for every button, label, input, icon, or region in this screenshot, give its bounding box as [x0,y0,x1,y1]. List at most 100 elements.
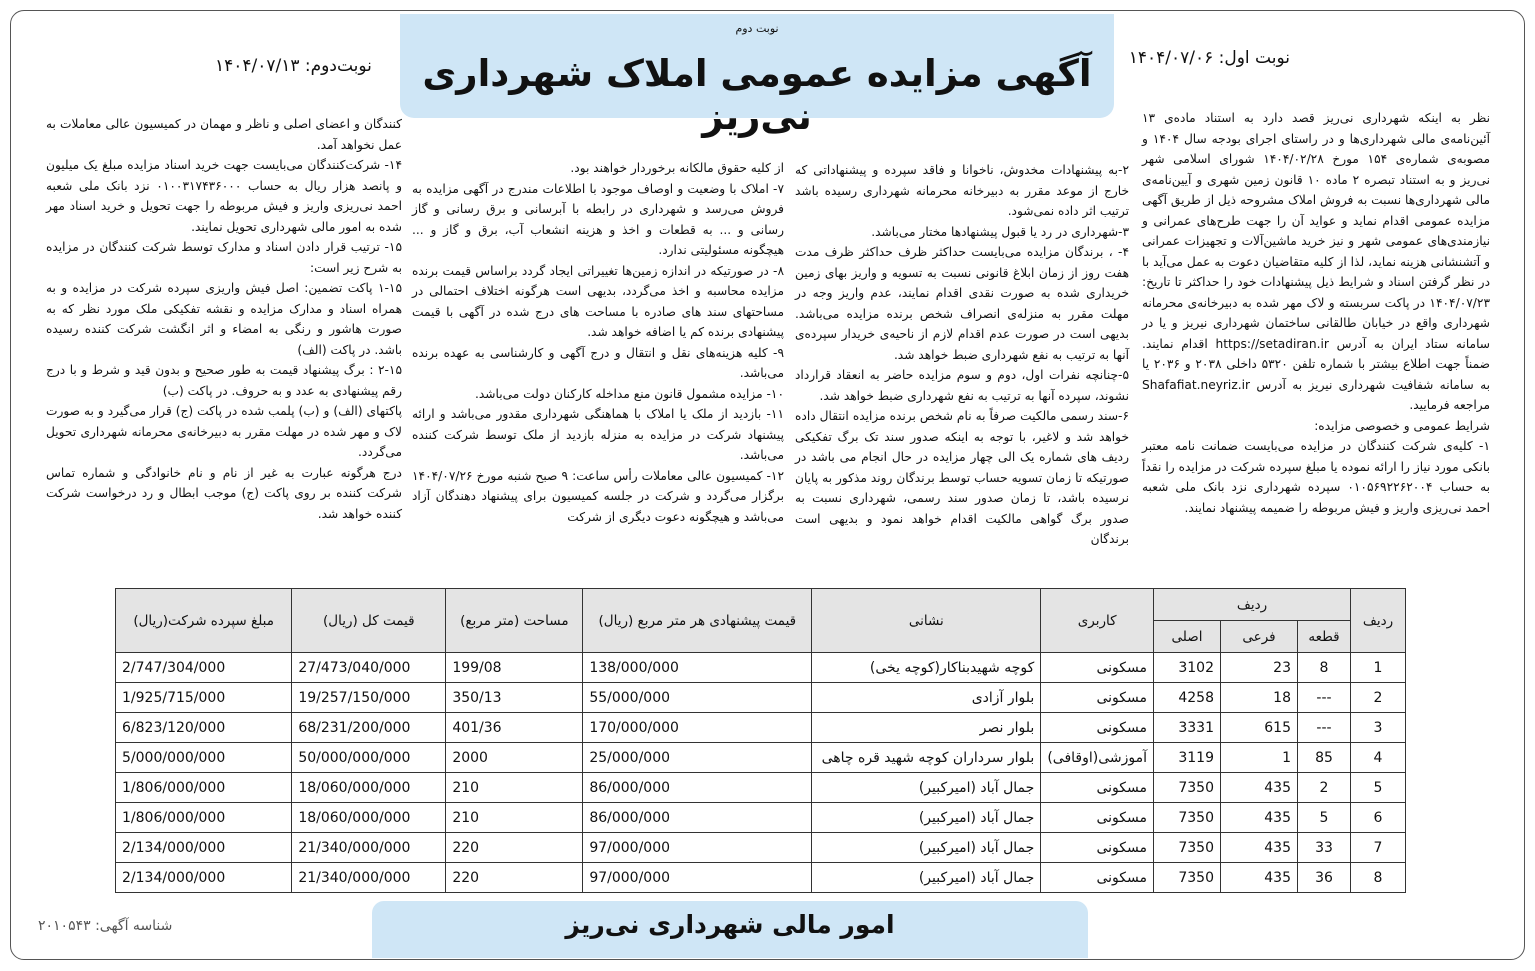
table-cell: مسکونی [1040,682,1154,713]
paragraph: ۹- کلیه هزینه‌های نقل و انتقال و درج آگه… [412,345,784,381]
table-cell: 170/000/000 [582,712,813,743]
header-cell: مبلغ سپرده شرکت(ریال) [114,588,293,653]
header-cell: فرعی [1220,620,1298,653]
header-cell: قطعه [1297,620,1351,653]
paragraph: ۱۴- شرکت‌کنندگان می‌بایست جهت خرید اسناد… [46,158,402,234]
header-cell: مساحت (متر مربع) [445,588,584,653]
table-cell: 21/340/000/000 [291,862,447,893]
table-cell: 7350 [1153,832,1221,863]
table-row: 3 --- 615 3331 مسکونی بلوار نصر 170/000/000 401… [114,712,1406,743]
table-row: 2 --- 18 4258 مسکونی بلوار آزادی 55/000/000 350… [114,682,1406,713]
table-row: 5 2 435 7350 مسکونی جمال آباد (امیرکبیر) 86/00… [114,772,1406,803]
paragraph: درج هرگونه عبارت به غیر از نام و نام خان… [46,465,402,521]
table-cell: 7350 [1153,802,1221,833]
table-cell: 4 [1350,742,1406,773]
table-cell: مسکونی [1040,772,1154,803]
table-cell: 2 [1350,682,1406,713]
paragraph: ۴- ، برندگان مزایده می‌بایست حداکثر ظرف … [795,245,1129,362]
table-cell: 7350 [1153,862,1221,893]
table-cell: --- [1297,682,1351,713]
table-cell: بلوار آزادی [811,682,1042,713]
table-cell: جمال آباد (امیرکبیر) [811,802,1042,833]
table-cell: 2 [1297,772,1351,803]
paragraph: ۲-به پیشنهادات مخدوش، ناخوانا و فاقد سپر… [795,163,1129,218]
table-cell: 18/060/000/000 [291,772,447,803]
table-cell: 220 [445,832,584,863]
table-cell: مسکونی [1040,712,1154,743]
table-cell: 68/231/200/000 [291,712,447,743]
table-cell: مسکونی [1040,862,1154,893]
header-cell: قیمت کل (ریال) [291,588,447,653]
table-cell: 401/36 [445,712,584,743]
footer-box [372,901,1088,958]
table-cell: 7350 [1153,772,1221,803]
table-cell: کوچه شهیدبناکار(کوچه یخی) [811,652,1042,683]
table-cell: 21/340/000/000 [291,832,447,863]
first-round: نوبت اول: ۱۴۰۴/۰۷/۰۶ [1128,48,1290,68]
table-cell: 5/000/000/000 [114,742,293,773]
table-cell: 85 [1297,742,1351,773]
paragraph: پاکتهای (الف) و (ب) پلمب شده در پاکت (ج)… [46,404,402,459]
table-cell: 36 [1297,862,1351,893]
table-cell: 8 [1297,652,1351,683]
table-cell: مسکونی [1040,832,1154,863]
table-cell: 2000 [445,742,584,773]
paragraph: ۳-شهرداری در رد یا قبول پیشنهادها مختار … [871,224,1129,239]
header-cell: ردیف [1350,588,1406,653]
table-cell: 210 [445,772,584,803]
table-cell: بلوار سرداران کوچه شهید قره چاهی [811,742,1042,773]
header-box [400,14,1114,118]
paragraph: ۱- کلیه‌ی شرکت کنندگان در مزایده می‌بایس… [1142,439,1490,515]
table-cell: 50/000/000/000 [291,742,447,773]
table-cell: 2/134/000/000 [114,832,293,863]
paragraph: ۸- در صورتیکه در اندازه زمین‌ها تغییراتی… [412,263,784,340]
table-cell: 435 [1220,862,1298,893]
paragraph: ۵-چنانچه نفرات اول، دوم و سوم مزایده حاض… [795,368,1129,403]
table-cell: 199/08 [445,652,584,683]
table-cell: 97/000/000 [582,832,813,863]
table-cell: --- [1297,712,1351,743]
table-cell: 615 [1220,712,1298,743]
table-cell: 1 [1350,652,1406,683]
table-row: 8 36 435 7350 مسکونی جمال آباد (امیرکبیر) 97/0… [114,862,1406,893]
table-cell: 1/925/715/000 [114,682,293,713]
paragraph: ۷- املاک با وضعیت و اوصاف موجود با اطلاع… [412,181,784,258]
table-cell: 2/134/000/000 [114,862,293,893]
border-frame [10,10,1525,960]
paragraph: ۶-سند رسمی مالکیت صرفاً به نام شخص برنده… [795,409,1129,546]
table-cell: 1/806/000/000 [114,802,293,833]
table-cell: 1/806/000/000 [114,772,293,803]
table-cell: مسکونی [1040,802,1154,833]
paragraph: شرایط عمومی و خصوصی مزایده: [1314,418,1490,433]
header-cell: کاربری [1040,588,1154,653]
table-cell: 8 [1350,862,1406,893]
text-column: کنندگان و اعضای اصلی و ناظر و مهمان در ک… [46,114,402,524]
table-cell: 18 [1220,682,1298,713]
paragraph: ۱۱- بازدید از ملک یا املاک با هماهنگی شه… [412,407,784,462]
paragraph: ۲-۱۵ : برگ پیشنهاد قیمت به طور صحیح و بد… [46,363,402,398]
table-row: 1 8 23 3102 مسکونی کوچه شهیدبناکار(کوچه یخی) 1… [114,652,1406,683]
table-cell: 350/13 [445,682,584,713]
table-cell: 5 [1350,772,1406,803]
paragraph: کنندگان و اعضای اصلی و ناظر و مهمان در ک… [46,117,402,152]
ad-id: شناسه آگهی: ۲۰۱۰۵۴۳ [38,918,173,934]
table-cell: 23 [1220,652,1298,683]
table-cell: 86/000/000 [582,772,813,803]
paragraph: ۱۵- ترتیب قرار دادن اسناد و مدارک توسط ش… [46,240,402,275]
header-cell: ردیف [1153,588,1351,621]
table-cell: 97/000/000 [582,862,813,893]
text-column: از کلیه حقوق مالکانه برخوردار خواهند بود… [412,158,784,527]
table-cell: 19/257/150/000 [291,682,447,713]
text-column: نظر به اینکه شهرداری نی‌ریز قصد دارد به … [1142,108,1490,518]
table-cell: آموزشی(اوقافی) [1040,742,1154,773]
paragraph: از کلیه حقوق مالکانه برخوردار خواهند بود… [570,161,784,175]
paragraph: ۱۲- کمیسیون عالی معاملات رأس ساعت: ۹ صبح… [412,468,784,524]
table-cell: 55/000/000 [582,682,813,713]
property-table: ردیف ردیف کاربری نشانی قیمت پیشنهادی هر … [114,588,1406,893]
paragraph: ۱-۱۵ پاکت تضمین: اصل فیش واریزی سپرده شر… [46,281,402,357]
header-cell: قیمت پیشنهادی هر متر مربع (ریال) [582,588,813,653]
title: آگهی مزایده عمومی املاک شهرداری نی‌ریز [422,52,1092,138]
table-cell: مسکونی [1040,652,1154,683]
header-cell: اصلی [1153,620,1221,653]
